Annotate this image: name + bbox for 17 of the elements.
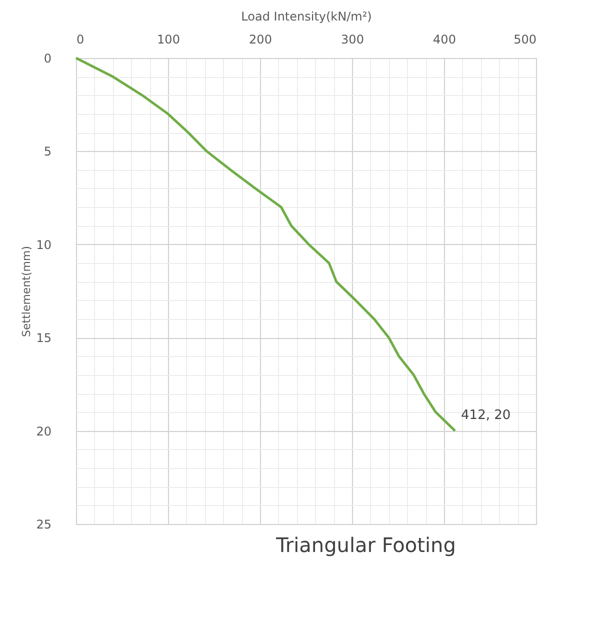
line-series <box>74 56 456 432</box>
x-axis-title: Load Intensity(kN/m²) <box>241 10 372 24</box>
y-tick-label: 25 <box>36 518 52 532</box>
y-tick-label: 20 <box>36 424 52 438</box>
x-tick-label: 100 <box>157 32 180 46</box>
x-tick-label: 300 <box>341 32 364 46</box>
x-tick-label: 0 <box>76 32 84 46</box>
text: Triangular Footing <box>275 533 456 557</box>
x-tick-label: 500 <box>514 32 536 46</box>
y-tick-label: 15 <box>36 331 52 346</box>
y-tick-label: 5 <box>44 144 52 159</box>
y-tick-label: 10 <box>36 238 52 252</box>
y-tick-label: 0 <box>44 52 52 66</box>
y-axis-title: Settlement(mm) <box>20 246 34 337</box>
x-tick-label: 400 <box>433 32 456 46</box>
x-tick-label: 200 <box>249 32 272 46</box>
annotation: 412, 20 <box>461 408 511 423</box>
